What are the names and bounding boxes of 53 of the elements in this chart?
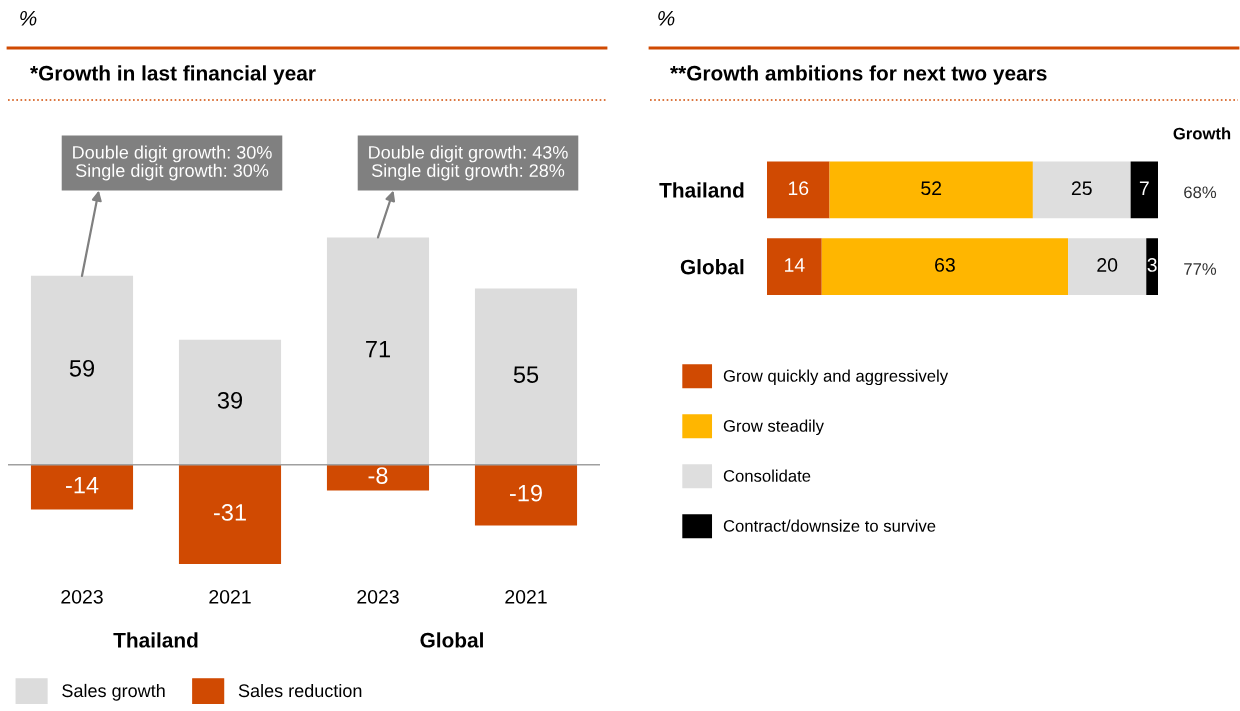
y-axis-title: % <box>658 10 675 26</box>
text: Double digit growth: 30% Single digit growth: 30% <box>73 145 272 181</box>
data-label: 20 <box>1097 258 1118 272</box>
data-label: 39 <box>217 391 243 409</box>
text: % <box>20 10 37 26</box>
data-label: 55 <box>513 366 539 384</box>
text: Thailand <box>113 632 198 648</box>
legend-label: Sales reduction <box>238 683 362 698</box>
bar <box>326 237 430 465</box>
bar <box>1146 238 1158 296</box>
bar <box>1130 161 1158 219</box>
text: Growth <box>1173 127 1231 140</box>
bar <box>1032 161 1131 219</box>
bar <box>30 275 134 465</box>
bar <box>821 238 1069 296</box>
text: Global <box>420 632 483 648</box>
legend-label: Grow steadily <box>723 419 824 436</box>
legend-label: Contract/downsize to survive <box>723 519 936 532</box>
data-label: 14 <box>785 258 805 272</box>
x-tick-label: 2021 <box>505 589 547 604</box>
data-label: -19 <box>509 484 542 502</box>
data-label: -14 <box>65 477 99 494</box>
data-label: 63 <box>935 258 955 272</box>
data-label: 3 <box>1147 258 1157 272</box>
legend-label: Sales growth <box>62 683 165 701</box>
text: 77% <box>1184 263 1217 275</box>
x-tick-label: 2023 <box>357 589 399 604</box>
data-label: 25 <box>1071 181 1092 196</box>
bar <box>767 161 830 219</box>
bar <box>474 288 578 465</box>
data-label: 7 <box>1139 181 1149 195</box>
x-tick-label: 2021 <box>209 589 251 604</box>
data-label: -8 <box>368 467 388 484</box>
data-label: 59 <box>69 359 95 377</box>
legend-label: Consolidate <box>723 469 811 482</box>
chart-title: **Growth ambitions for next two years <box>670 65 1047 85</box>
bar <box>474 464 578 526</box>
bar <box>326 464 430 491</box>
bar <box>178 464 282 565</box>
legend-label: Grow quickly and aggressively <box>723 369 949 386</box>
data-label: 52 <box>921 181 942 196</box>
text: Double digit growth: 43% Single digit growth: 28% <box>369 145 568 181</box>
data-label: 16 <box>788 181 809 196</box>
bar <box>1068 238 1147 296</box>
bar <box>767 238 822 296</box>
text: 68% <box>1184 186 1217 199</box>
x-tick-label: 2023 <box>61 589 103 604</box>
data-label: -31 <box>213 504 246 521</box>
data-label: 71 <box>366 340 390 358</box>
bar <box>30 464 134 510</box>
chart-title: *Growth in last financial year <box>30 65 316 85</box>
bar <box>829 161 1033 219</box>
bar <box>178 339 282 465</box>
